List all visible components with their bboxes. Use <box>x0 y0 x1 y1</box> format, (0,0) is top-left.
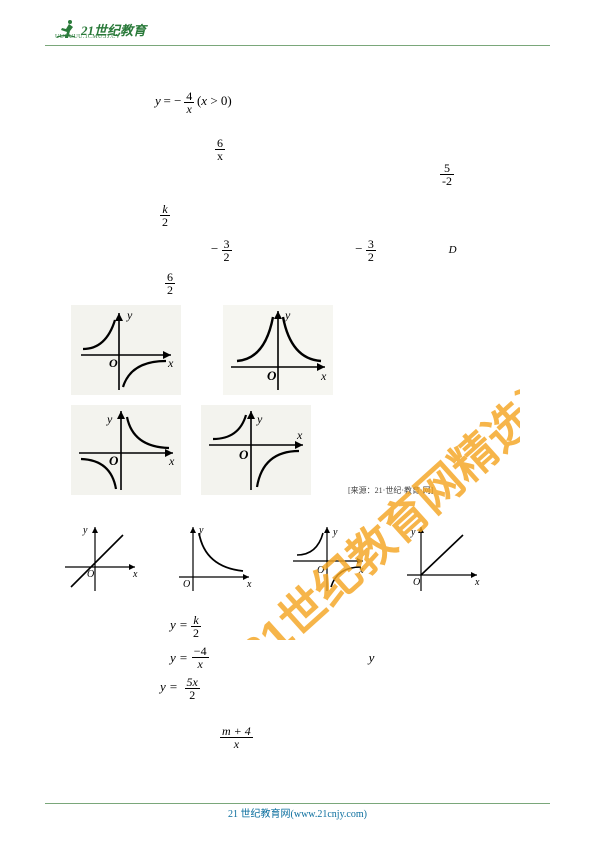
frac-6-x: 6x <box>215 137 540 162</box>
svg-text:x: x <box>474 577 480 588</box>
graph-line-q1-small: y x O <box>402 522 484 596</box>
frac-k-2: k2 <box>160 203 540 228</box>
graph-hyperbola-q1q3: y x O <box>70 404 182 496</box>
svg-text:O: O <box>183 579 190 590</box>
svg-text:O: O <box>267 368 277 383</box>
graph-row-2: y x O y x O [来源：21·世纪·教育·网] <box>70 404 540 496</box>
svg-text:y: y <box>332 527 338 538</box>
svg-text:x: x <box>132 569 138 580</box>
source-note: [来源：21·世纪·教育·网] <box>348 485 433 496</box>
svg-text:y: y <box>284 308 291 322</box>
svg-text:x: x <box>246 579 252 590</box>
eq-y: y <box>155 93 161 108</box>
frac-4-x: 4x <box>184 90 194 115</box>
svg-text:y: y <box>82 525 88 536</box>
svg-text:y: y <box>106 412 113 426</box>
frac-m4-x: m + 4x <box>220 725 540 750</box>
svg-text:x: x <box>296 428 303 442</box>
footer-text: 21 世纪教育网(www.21cnjy.com) <box>0 805 595 820</box>
svg-text:x: x <box>320 369 327 383</box>
frac-row-neg32: − 32 − 32 D <box>60 238 540 263</box>
header-rule <box>45 45 550 46</box>
graph-hyperbola-q2q4: y x O <box>70 304 182 396</box>
svg-text:O: O <box>239 447 249 462</box>
graph-hyperbola-q1-small: y x O <box>174 522 256 596</box>
graph-hyperbola-peak: y x O <box>222 304 334 396</box>
eq-domain: (x > 0) <box>197 93 232 108</box>
svg-text:O: O <box>109 356 118 370</box>
svg-text:x: x <box>167 356 174 370</box>
graph-row-1: y x O y x O <box>70 304 540 396</box>
page-content: y = − 4x (x > 0) 6x 5-2 k2 − 32 − 32 D 6… <box>60 60 540 750</box>
y-label: y <box>369 650 375 666</box>
label-D: D <box>449 244 457 256</box>
graph-row-3: y x O y x O <box>60 522 540 596</box>
eq-equals: = − <box>164 93 182 108</box>
equation-main: y = − 4x (x > 0) <box>155 90 540 115</box>
graph-hyperbola-q2q4-small: y x O <box>288 522 370 596</box>
svg-text:O: O <box>317 565 324 576</box>
svg-text:O: O <box>87 569 94 580</box>
svg-text:O: O <box>109 453 119 468</box>
footer-rule <box>45 803 550 804</box>
svg-text:y: y <box>256 412 263 426</box>
svg-text:y: y <box>410 527 416 538</box>
svg-text:x: x <box>358 565 364 576</box>
graph-line-origin: y x O <box>60 522 142 596</box>
eq-y-k2: y = k2 <box>170 614 540 639</box>
svg-text:y: y <box>198 525 204 536</box>
eq-y-5x-2: y = 5x2 <box>160 676 540 701</box>
graph-hyperbola-q2q4-b: y x O <box>200 404 312 496</box>
svg-text:O: O <box>413 577 420 588</box>
svg-text:x: x <box>168 454 175 468</box>
svg-text:y: y <box>126 308 133 322</box>
frac-6-2: 62 <box>165 271 540 296</box>
logo-subtext: UUUUUU.1CMU.JJ.CV <box>55 34 120 40</box>
eq-y-neg4-x: y = −4x y <box>170 645 540 670</box>
frac-5-neg2: 5-2 <box>440 162 540 187</box>
